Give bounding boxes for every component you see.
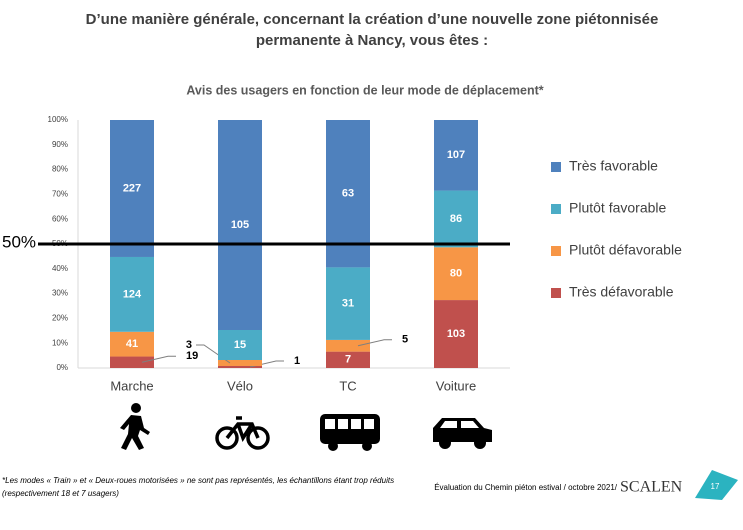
data-label: 86 — [450, 213, 462, 225]
y-tick-label: 0% — [56, 363, 68, 372]
chart-title: Avis des usagers en fonction de leur mod… — [186, 83, 543, 97]
bar-segment — [434, 190, 478, 248]
y-tick-label: 40% — [52, 264, 68, 273]
page-number: 17 — [711, 482, 720, 491]
data-label: 5 — [402, 334, 408, 346]
footnote: (respectivement 18 et 7 usagers) — [2, 489, 119, 498]
bar-segment — [110, 120, 154, 257]
data-label: 107 — [447, 149, 465, 161]
data-label: 1 — [294, 355, 300, 367]
bar-segment — [110, 331, 154, 357]
y-tick-label: 90% — [52, 140, 68, 149]
data-label: 3 — [186, 339, 192, 351]
data-label: 31 — [342, 298, 354, 310]
legend-swatch — [551, 204, 561, 214]
x-tick-label: TC — [339, 378, 356, 393]
data-label: 227 — [123, 182, 141, 194]
bar-segment — [326, 351, 370, 368]
y-tick-label: 10% — [52, 338, 68, 347]
data-label: 19 — [186, 350, 198, 362]
y-tick-label: 80% — [52, 165, 68, 174]
legend-swatch — [551, 162, 561, 172]
y-tick-label: 100% — [48, 115, 68, 124]
bar-segment — [218, 120, 262, 330]
x-tick-label: Marche — [110, 378, 153, 393]
bar-segment — [218, 330, 262, 360]
icon-bus — [320, 414, 380, 451]
y-tick-label: 20% — [52, 314, 68, 323]
legend-label: Plutôt favorable — [569, 200, 666, 216]
bar-segment — [110, 356, 154, 368]
bar-segment — [434, 247, 478, 301]
bar-segment — [326, 339, 370, 352]
y-tick-label: 30% — [52, 289, 68, 298]
legend-label: Très favorable — [569, 158, 658, 174]
icon-car — [433, 418, 492, 449]
data-label: 63 — [342, 188, 354, 200]
question-line: D’une manière générale, concernant la cr… — [86, 11, 659, 28]
bar-segment — [434, 120, 478, 191]
legend-swatch — [551, 246, 561, 256]
data-label: 124 — [123, 288, 142, 300]
x-tick-label: Vélo — [227, 378, 253, 393]
data-label: 7 — [345, 354, 351, 366]
source: Évaluation du Chemin piéton estival / oc… — [434, 483, 618, 492]
bar-segment — [326, 267, 370, 340]
footnote: *Les modes « Train » et « Deux-roues mot… — [2, 476, 394, 485]
icon-walk — [120, 403, 150, 450]
data-label: 103 — [447, 328, 465, 340]
reference-label: 50% — [2, 232, 36, 251]
x-tick-label: Voiture — [436, 378, 476, 393]
bar-segment — [434, 300, 478, 368]
bar-segment — [218, 366, 262, 368]
bar-segment — [218, 360, 262, 366]
data-label: 15 — [234, 339, 246, 351]
legend-label: Très défavorable — [569, 284, 674, 300]
page-badge — [695, 470, 738, 500]
question-line: permanente à Nancy, vous êtes : — [256, 32, 488, 49]
icon-bike — [215, 416, 270, 450]
leader-line — [357, 339, 392, 347]
y-tick-label: 60% — [52, 214, 68, 223]
bar-segment — [110, 256, 154, 332]
legend-swatch — [551, 288, 561, 298]
y-tick-label: 70% — [52, 190, 68, 199]
data-label: 41 — [126, 338, 138, 350]
legend-label: Plutôt défavorable — [569, 242, 682, 258]
brand: SCALEN — [620, 479, 683, 496]
data-label: 105 — [231, 219, 249, 231]
leader-line — [141, 355, 176, 363]
data-label: 80 — [450, 268, 462, 280]
